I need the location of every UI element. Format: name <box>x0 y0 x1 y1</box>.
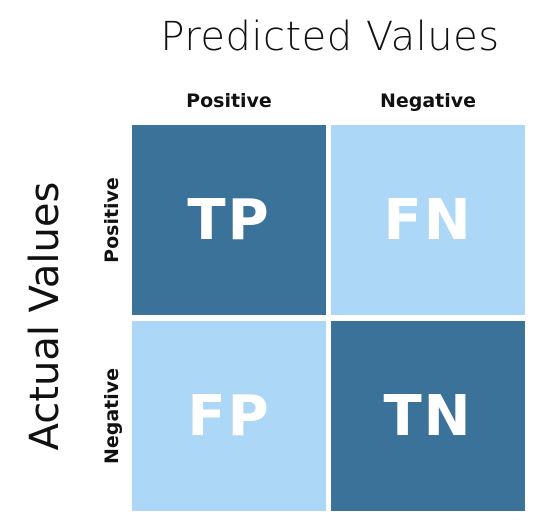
cell-false-positive: FP <box>132 321 326 511</box>
cell-true-positive: TP <box>132 125 326 315</box>
row-label-positive: Positive <box>101 177 123 263</box>
column-label-negative: Negative <box>379 90 477 112</box>
predicted-values-title: Predicted Values <box>160 14 500 60</box>
cell-true-negative: TN <box>331 321 525 511</box>
actual-values-title: Actual Values <box>22 181 68 451</box>
column-label-positive: Positive <box>186 90 272 112</box>
cell-false-negative: FN <box>331 125 525 315</box>
row-label-negative: Negative <box>101 367 123 465</box>
